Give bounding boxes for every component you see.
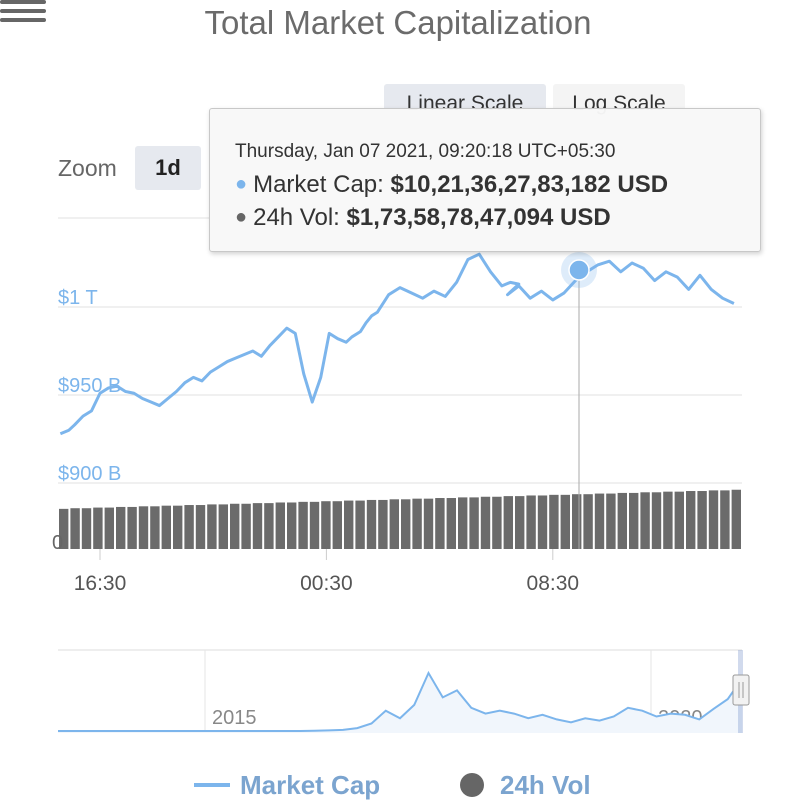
volume-bar [526,495,536,549]
market-cap-dot-icon: ● [235,173,248,195]
volume-bar [378,499,388,549]
navigator-line [58,670,743,732]
volume-bar [150,506,160,549]
volume-bar [59,508,69,549]
volume-bar [503,496,513,549]
volume-bar [492,496,502,549]
chart-tooltip: Thursday, Jan 07 2021, 09:20:18 UTC+05:3… [209,108,761,252]
volume-bar [606,493,616,549]
tooltip-vol-row: ● 24h Vol: $1,73,58,78,47,094 USD [235,204,760,232]
volume-bar [731,489,741,549]
volume-bar [138,506,149,549]
volume-bar [515,496,525,549]
volume-bar [446,498,456,549]
volume-bar [195,505,206,549]
volume-bar [537,495,548,549]
volume-bar [275,502,285,549]
market-cap-line [59,252,735,436]
volume-bar [651,492,662,549]
legend: Market Cap 24h Vol [0,770,796,800]
volume-bar [458,497,468,549]
volume-bar [617,492,627,549]
circle-swatch-icon [460,773,484,797]
tooltip-vol-label: 24h Vol: [253,204,347,231]
volume-bar [469,497,479,549]
volume-bar [161,505,171,549]
volume-bar [298,501,308,549]
volume-bar [629,492,639,549]
x-tick-label: 16:30 [74,572,127,595]
volume-bar [549,494,559,549]
volume-bar [81,508,92,549]
volume-bar [241,503,251,549]
y-tick-label: $1 T [58,287,98,309]
volume-bar [230,503,240,549]
legend-item-24h-vol[interactable]: 24h Vol [460,770,591,801]
tooltip-market-cap-row: ● Market Cap: $10,21,36,27,83,182 USD [235,171,760,199]
volume-bar [674,491,684,549]
volume-bar [697,491,707,549]
volume-bar [389,499,399,549]
legend-label-24h-vol: 24h Vol [500,770,591,800]
volume-bar [173,505,183,549]
volume-bar [287,502,297,549]
line-swatch-icon [194,783,230,787]
volume-bar [252,503,263,549]
volume-bar [401,499,411,549]
volume-bar [663,491,673,549]
volume-bar [423,498,434,549]
volume-bar [583,494,593,549]
hamburger-menu-icon[interactable] [0,0,46,22]
volume-bar [207,504,217,549]
vol-dot-icon: ● [235,206,248,228]
volume-bar [309,501,320,549]
legend-item-market-cap[interactable]: Market Cap [194,770,380,801]
volume-bar [93,507,103,549]
volume-bar [480,496,491,549]
volume-bar [720,490,730,549]
volume-bar [686,491,696,549]
volume-bar [344,500,354,549]
zoom-1d-button[interactable]: 1d [135,146,201,190]
volume-bar [332,501,342,549]
volume-bar [355,500,365,549]
volume-bar [104,507,114,549]
zoom-label: Zoom [58,155,117,181]
volume-bar [366,499,377,549]
volume-bar [572,494,582,549]
chart-title: Total Market Capitalization [204,4,592,41]
navigator-handle [732,674,750,706]
tooltip-market-cap-value: $10,21,36,27,83,182 USD [390,171,669,198]
legend-label-market-cap: Market Cap [240,770,381,800]
volume-bar [412,498,422,549]
volume-bar [184,505,194,549]
volume-bar [560,494,570,549]
tooltip-market-cap-label: Market Cap: [253,171,391,198]
volume-bar [640,492,650,549]
volume-bar [218,504,228,549]
tooltip-date: Thursday, Jan 07 2021, 09:20:18 UTC+05:3… [235,141,616,162]
volume-bar [127,506,137,549]
hover-point [568,259,590,281]
volume-bar [116,506,126,549]
x-tick-label: 00:30 [300,572,353,595]
x-tick-label: 08:30 [527,572,580,595]
navigator-area [58,673,742,733]
volume-bar [708,490,719,549]
tooltip-vol-value: $1,73,58,78,47,094 USD [346,204,611,231]
navigator-tick-label: 2015 [212,707,257,729]
volume-bar [594,493,605,549]
y-tick-label: $900 B [58,463,121,485]
volume-bar [70,508,80,549]
volume-bar [435,498,445,549]
volume-bar [321,501,331,549]
volume-zero-label: 0 [52,532,63,554]
volume-bar [264,503,274,549]
